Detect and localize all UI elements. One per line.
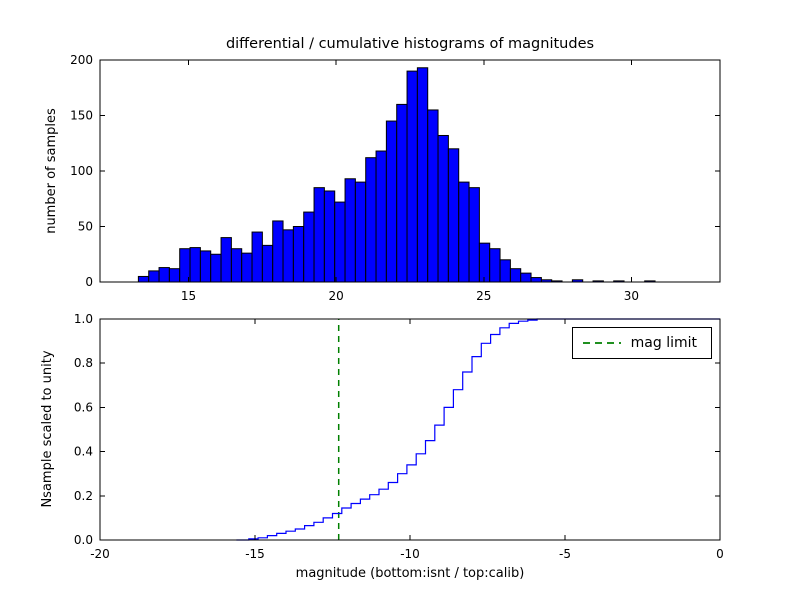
histogram-bar xyxy=(489,248,501,283)
histogram-bar xyxy=(375,150,387,283)
x-tick-label: -10 xyxy=(400,547,420,561)
histogram-bar xyxy=(323,190,336,283)
y-tick-label: 1.0 xyxy=(74,312,93,326)
x-tick-label: 25 xyxy=(476,289,491,303)
histogram-bar xyxy=(313,187,325,283)
x-tick-label: 0 xyxy=(716,547,724,561)
cumulative-curve xyxy=(236,318,720,541)
histogram-bar xyxy=(427,109,439,283)
y-tick-label: 0.6 xyxy=(74,400,93,414)
y-tick-label: 0.8 xyxy=(74,356,93,370)
figure-title: differential / cumulative histograms of … xyxy=(225,36,595,52)
histogram-bar xyxy=(272,220,284,283)
histogram-bar xyxy=(406,70,418,283)
histogram-bar xyxy=(416,67,429,283)
histogram-bar xyxy=(148,270,160,283)
histogram-bar xyxy=(365,157,377,283)
histogram-bar xyxy=(468,187,480,283)
histogram-bar xyxy=(168,268,181,283)
x-tick-label: 30 xyxy=(624,289,639,303)
histogram-bar xyxy=(230,248,243,283)
histogram-bar xyxy=(396,103,408,283)
x-tick-label: 15 xyxy=(181,289,196,303)
histogram-bar xyxy=(354,181,367,283)
histogram-bar xyxy=(458,181,470,283)
legend-entry-mag-limit: mag limit xyxy=(630,335,697,351)
histogram-bar xyxy=(241,252,253,283)
histogram-bar xyxy=(478,242,491,283)
top-y-axis-label: number of samples xyxy=(44,108,59,234)
x-axis-label: magnitude (bottom:isnt / top:calib) xyxy=(295,566,525,581)
histogram-bar xyxy=(447,148,460,283)
histogram-bar xyxy=(530,277,542,283)
bottom-y-axis-label: Nsample scaled to unity xyxy=(40,350,55,508)
histogram-bar xyxy=(437,134,449,283)
y-tick-label: 0.4 xyxy=(74,445,93,459)
y-tick-label: 0.0 xyxy=(74,533,93,547)
histogram-bar xyxy=(220,237,232,283)
histogram-bar xyxy=(509,268,522,283)
histogram-bar xyxy=(282,229,294,283)
y-tick-label: 0 xyxy=(85,275,93,289)
histogram-bar xyxy=(199,250,212,283)
histogram-bar xyxy=(344,178,356,283)
legend: mag limit xyxy=(571,327,712,359)
histogram-bar xyxy=(189,247,201,283)
y-tick-label: 0.2 xyxy=(74,489,93,503)
y-tick-label: 100 xyxy=(70,164,93,178)
histogram-bar xyxy=(520,272,532,283)
histogram-bar xyxy=(303,211,315,283)
histogram-bar xyxy=(385,120,398,283)
y-tick-label: 200 xyxy=(70,53,93,67)
y-tick-label: 50 xyxy=(78,220,93,234)
histogram-bar xyxy=(261,244,274,283)
legend-dashed-line-icon xyxy=(582,342,621,344)
histogram-bar xyxy=(334,201,346,283)
x-tick-label: -5 xyxy=(559,547,571,561)
histogram-bar xyxy=(499,259,511,283)
histogram-bar xyxy=(210,253,222,283)
histogram-bar xyxy=(251,231,263,283)
histogram-bar xyxy=(292,226,305,283)
x-tick-label: -15 xyxy=(245,547,265,561)
histogram-bar xyxy=(137,275,150,283)
x-tick-label: -20 xyxy=(90,547,110,561)
x-tick-label: 20 xyxy=(329,289,344,303)
y-tick-label: 150 xyxy=(70,109,93,123)
histogram-bar xyxy=(158,267,170,283)
